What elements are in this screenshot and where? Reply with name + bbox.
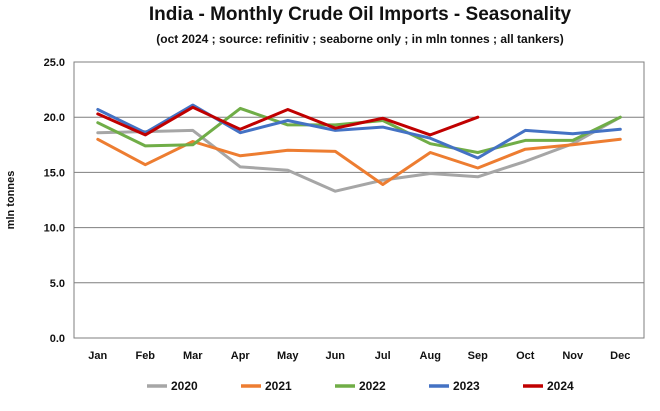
x-tick-label: Dec	[610, 350, 630, 362]
x-tick-label: Oct	[516, 350, 535, 362]
x-tick-label: Aug	[420, 350, 441, 362]
x-tick-label: Jul	[375, 350, 391, 362]
x-tick-label: Mar	[183, 350, 203, 362]
y-tick-label: 10.0	[44, 223, 65, 235]
x-tick-label: Apr	[231, 350, 251, 362]
y-axis-title: mln tonnes	[5, 171, 17, 230]
y-tick-label: 5.0	[50, 278, 65, 290]
x-tick-label: Jan	[88, 350, 107, 362]
x-tick-label: Feb	[135, 350, 155, 362]
series-line-2024	[96, 105, 480, 137]
y-tick-label: 0.0	[50, 333, 65, 345]
y-tick-label: 25.0	[44, 57, 65, 69]
x-tick-label: Nov	[562, 350, 584, 362]
x-tick-label: Jun	[325, 350, 345, 362]
legend-label-2023: 2023	[453, 379, 480, 393]
legend-label-2020: 2020	[171, 379, 198, 393]
chart-title: India - Monthly Crude Oil Imports - Seas…	[148, 4, 572, 25]
y-tick-label: 15.0	[44, 167, 65, 179]
series-line-2020	[96, 115, 622, 193]
series-line-2023	[96, 103, 622, 160]
plot-area-border	[73, 61, 645, 339]
chart-subtitle: (oct 2024 ; source: refinitiv ; seaborne…	[156, 32, 564, 46]
legend-label-2021: 2021	[265, 379, 292, 393]
legend-label-2022: 2022	[359, 379, 386, 393]
x-tick-label: Sep	[468, 350, 488, 362]
x-tick-label: May	[277, 350, 299, 362]
y-tick-label: 20.0	[44, 112, 65, 124]
legend-label-2024: 2024	[547, 379, 574, 393]
